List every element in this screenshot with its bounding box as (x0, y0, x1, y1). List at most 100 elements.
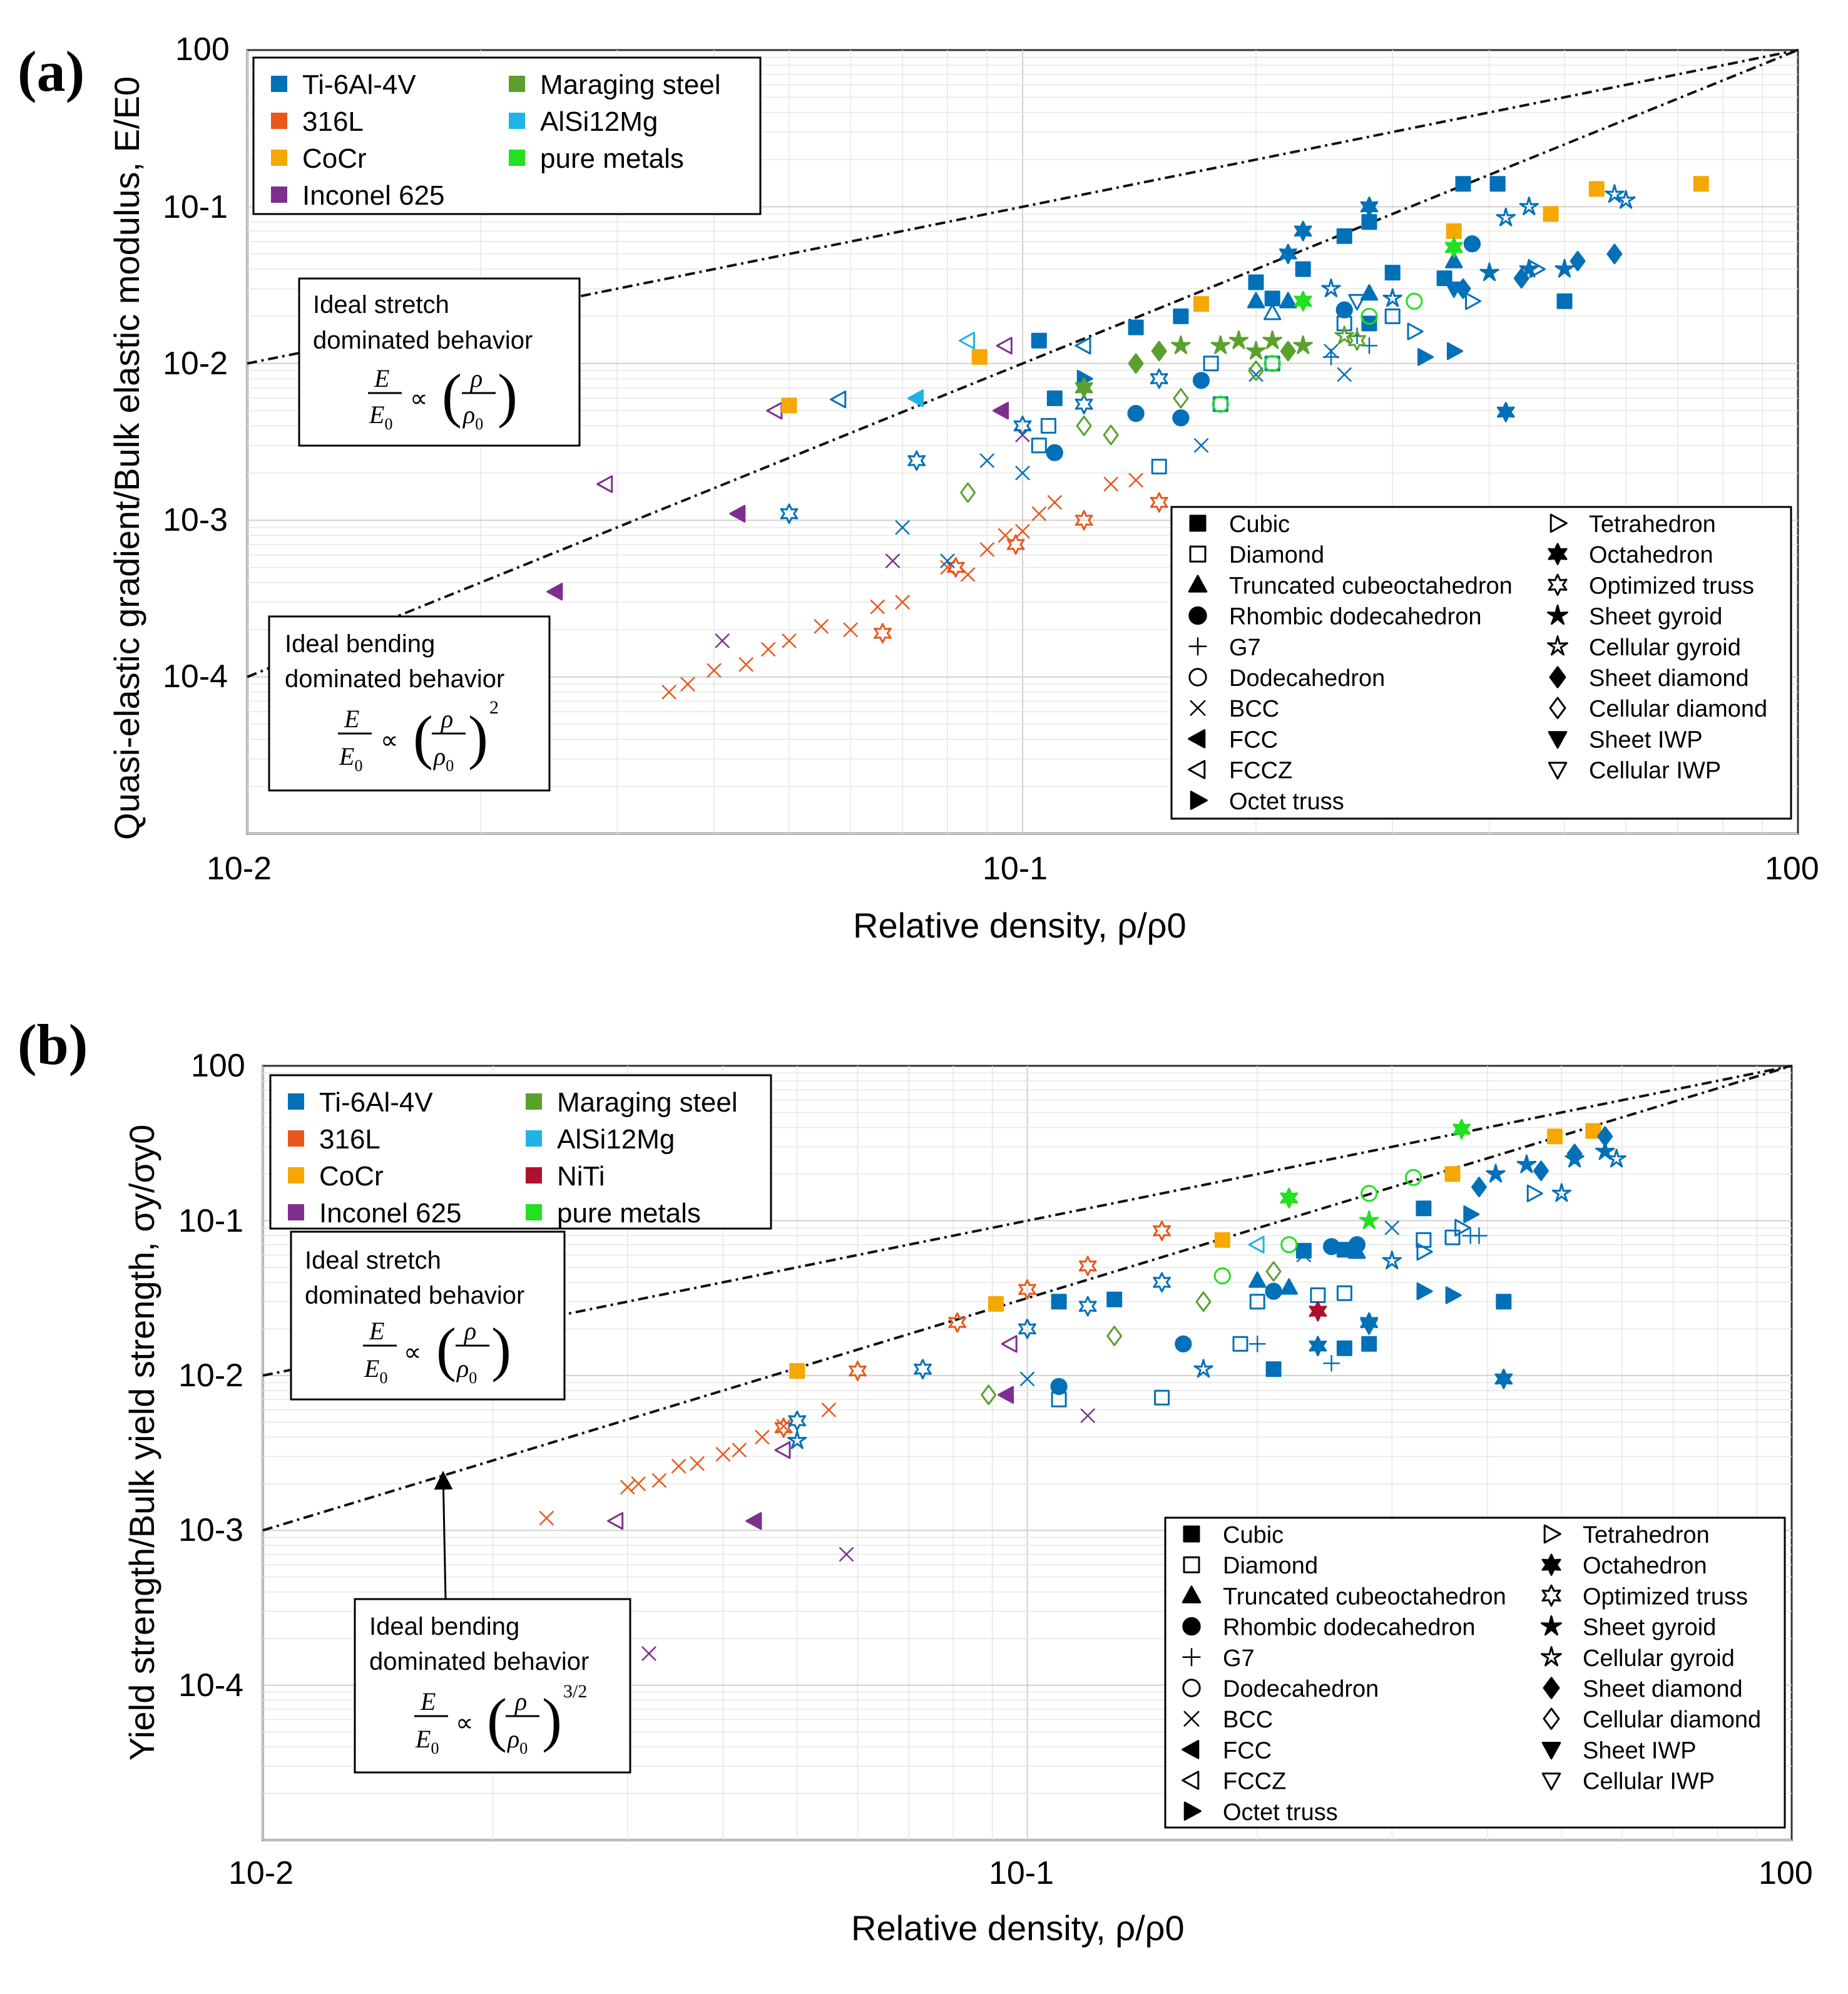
data-point (1172, 409, 1190, 427)
data-point (1533, 1160, 1549, 1182)
panel-b-stretch-line2: dominated behavior (305, 1282, 524, 1309)
topology-legend-label: FCC (1229, 727, 1278, 753)
data-point (1075, 509, 1093, 531)
panel-b-bending-line2: dominated behavior (369, 1648, 589, 1675)
data-point (671, 1458, 687, 1474)
data-point (1154, 1389, 1170, 1406)
data-point (1193, 437, 1209, 453)
data-point (1566, 1143, 1583, 1165)
topology-legend-marker (1182, 1648, 1201, 1667)
data-point (1013, 416, 1032, 436)
material-legend-label: Maraging steel (557, 1087, 738, 1118)
data-point (946, 557, 965, 578)
data-point (1193, 1359, 1213, 1378)
data-point (782, 633, 797, 648)
data-point (641, 1646, 656, 1661)
svg-text:): ) (498, 362, 518, 429)
data-point (1015, 465, 1030, 481)
topology-legend-marker (1541, 1772, 1561, 1791)
topology-legend-label: Rhombic dodecahedron (1223, 1615, 1476, 1641)
data-point (1248, 274, 1264, 290)
topology-legend-marker (1548, 762, 1568, 780)
data-point (1454, 1219, 1471, 1237)
panel-b-xlabel: Relative density, ρ/ρ0 (851, 1908, 1185, 1948)
data-point (1262, 330, 1282, 349)
data-point (1006, 534, 1025, 555)
data-point (830, 391, 847, 409)
topology-legend-label: Sheet gyroid (1583, 1615, 1716, 1641)
material-legend-label: 316L (319, 1124, 380, 1155)
topology-legend-label: Sheet IWP (1589, 727, 1703, 753)
data-point (1417, 348, 1434, 366)
topology-legend-marker (1188, 729, 1206, 749)
topology-legend-marker (1541, 1742, 1561, 1760)
topology-legend-label: Cellular IWP (1589, 758, 1721, 784)
data-point (1513, 268, 1529, 289)
panel-b-stretch-annotation: Ideal stretch dominated behavior E E0 ∝ … (290, 1230, 566, 1401)
panel-a-xtick-1: 10-1 (983, 851, 1048, 887)
topology-legend-marker (1541, 1553, 1561, 1576)
svg-text:ρ: ρ (463, 1317, 476, 1345)
panel-b-tick-labels: 10-2 10-1 100 100 10-1 10-2 10-3 10-4 (178, 1048, 1813, 1891)
data-point (1210, 335, 1230, 354)
material-legend-label: CoCr (319, 1161, 384, 1192)
data-point (1361, 1336, 1377, 1352)
data-point (607, 1512, 624, 1530)
data-point (1606, 243, 1623, 265)
topology-legend-label: Sheet IWP (1583, 1737, 1697, 1764)
material-legend-swatch (526, 1093, 542, 1110)
topology-legend-label: Sheet gyroid (1589, 604, 1722, 630)
data-point (1384, 1220, 1400, 1235)
topology-legend-label: Octet truss (1229, 789, 1344, 815)
data-point (1031, 437, 1047, 454)
data-point (1526, 1184, 1543, 1202)
data-point (839, 1547, 854, 1562)
topology-legend-label: Truncated cubeoctahedron (1229, 573, 1513, 599)
panel-a-ytick-4: 10-4 (163, 658, 228, 695)
panel-a-tick-labels: 10-2 10-1 100 100 10-1 10-2 10-3 10-4 (163, 31, 1819, 887)
data-point (680, 677, 695, 692)
topology-legend-marker (1182, 1740, 1200, 1759)
data-point (1554, 258, 1575, 278)
panel-b-bending-line1: Ideal bending (369, 1613, 519, 1640)
data-point (988, 1296, 1004, 1312)
data-point (781, 397, 797, 414)
data-point (620, 1480, 635, 1495)
data-point (1015, 524, 1030, 539)
svg-text:): ) (468, 703, 488, 770)
data-point (1295, 261, 1311, 277)
data-point (1446, 223, 1462, 239)
material-legend-label: pure metals (557, 1198, 701, 1229)
data-point (1248, 1271, 1267, 1288)
data-point (1597, 1126, 1613, 1147)
data-point (707, 663, 722, 678)
data-point (1416, 1242, 1433, 1261)
data-point (1416, 1200, 1432, 1217)
data-point (979, 542, 995, 557)
data-point (1001, 1335, 1018, 1353)
data-point (1171, 335, 1191, 354)
material-legend-swatch (526, 1204, 542, 1220)
data-point (1588, 181, 1605, 197)
data-point (1265, 1282, 1282, 1300)
material-legend-swatch (526, 1167, 542, 1184)
panel-a-label: (a) (18, 39, 84, 103)
data-point (776, 1419, 791, 1434)
topology-legend-marker (1188, 606, 1207, 625)
panel-b-xtick-1: 10-1 (989, 1855, 1054, 1891)
topology-legend-marker (1548, 573, 1568, 596)
svg-text:∝: ∝ (380, 726, 399, 754)
data-point (1265, 1261, 1282, 1282)
topology-legend-label: Octahedron (1583, 1553, 1707, 1579)
data-point (1496, 1294, 1512, 1310)
data-point (1471, 1227, 1488, 1244)
panel-a-bending-annotation: Ideal bending dominated behavior E E0 ∝ … (268, 615, 551, 792)
data-point (789, 1363, 805, 1379)
data-point (1471, 1177, 1487, 1197)
data-point (914, 1359, 932, 1379)
material-legend-label: NiTi (557, 1161, 605, 1192)
data-point (1360, 1185, 1378, 1202)
data-point (1309, 1301, 1327, 1322)
topology-legend-marker (1548, 731, 1568, 749)
svg-text:(: ( (413, 703, 433, 770)
